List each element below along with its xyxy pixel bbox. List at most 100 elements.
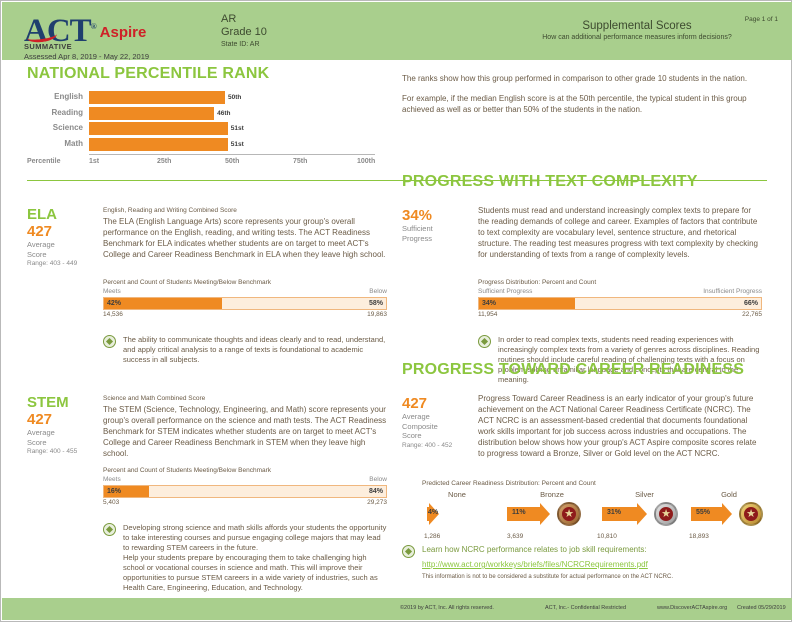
ela-benchmark-caption: Percent and Count of Students Meeting/Be… [103,279,272,286]
stem-meets-label: Meets [103,476,121,483]
insight-diamond-icon [103,335,116,348]
ela-note-text: The ability to communicate thoughts and … [123,335,386,364]
score-panels: ELA 427 Average Score Range: 403 - 449 E… [27,173,769,607]
stem-below-label: Below [369,476,387,483]
axis-title-percentile: Percentile [27,158,61,165]
ela-meets-count: 14,536 [103,311,123,318]
sufficient-progress-percent: 34% [482,300,497,307]
axis-tick-75th: 75th [293,158,308,165]
career-level-percent: 55% [696,509,711,516]
bar-value-reading: 46th [217,109,231,117]
stem-body-text: The STEM (Science, Technology, Engineeri… [103,405,387,458]
page-number: Page 1 of 1 [744,16,778,23]
bronze-medal-icon: ★ [557,502,581,526]
ela-note: The ability to communicate thoughts and … [103,335,387,365]
stem-note: Developing strong science and math skill… [103,523,387,593]
act-wordmark: ACT® [24,13,97,49]
report-title-block: Supplemental Scores How can additional p… [522,20,752,41]
bar-fill-math [89,137,228,151]
career-arrow-bronze [507,503,550,525]
ela-meets-label: Meets [103,288,121,295]
career-level-gold: Gold 55% 18,893 ★ [689,490,769,540]
act-aspire-logo: ACT® Aspire [24,10,146,48]
text-complexity-sub-1: Sufficient [402,224,433,233]
chart-bar-row: Science 51st [53,122,361,135]
career-arrow-gold [691,503,732,525]
career-readiness-title: PROGRESS TOWARD CAREER READINESS [402,361,745,378]
stem-title: STEM [27,394,69,411]
bar-label-math: Math [64,138,83,148]
ela-score: 427 [27,223,53,240]
career-level-percent: 4% [428,509,439,516]
text-complexity-score: 34% [402,207,433,224]
ela-meets-percent: 42% [107,300,122,307]
ncrc-requirements-link[interactable]: http://www.act.org/workkeys/briefs/files… [422,560,648,569]
ncrc-link-heading: Learn how NCRC performance relates to jo… [422,545,647,554]
silver-medal-icon: ★ [654,502,678,526]
ela-meets-fill [104,298,223,309]
bar-label-english: English [54,92,83,101]
career-body-text: Progress Toward Career Readiness is an e… [478,394,757,458]
stem-benchmark-headers: Meets Below [103,476,387,485]
career-level-label: Silver [635,490,654,499]
stem-benchmark: Percent and Count of Students Meeting/Be… [103,467,387,509]
text-complexity-note: In order to read complex texts, students… [478,335,762,385]
stem-benchmark-counts: 5,403 29,273 [103,499,387,509]
text-complexity-note-text: In order to read complex texts, students… [498,335,760,384]
stem-description: Science and Math Combined Score The STEM… [103,395,387,459]
ela-score-range: Range: 403 - 449 [27,260,78,267]
report-footer: ©2019 by ACT, Inc. All rights reserved. … [2,598,792,620]
axis-tick-25th: 25th [157,158,172,165]
ela-kicker: English, Reading and Writing Combined Sc… [103,207,237,214]
ela-score-column: ELA 427 Average Score Range: 403 - 449 [27,207,99,268]
section-divider [27,180,767,181]
career-level-count: 18,893 [689,533,709,540]
state-id: State ID: AR [221,41,260,48]
percentile-bar-chart: English 50th Reading 46th Science [27,91,387,169]
career-level-percent: 11% [512,509,526,516]
career-level-label: None [448,490,466,499]
sufficient-progress-label: Sufficient Progress [478,288,533,295]
text-complexity-score-column: 34% Sufficient Progress [402,207,474,243]
text-complexity-description: Students must read and understand increa… [478,205,762,260]
ela-description: English, Reading and Writing Combined Sc… [103,207,387,260]
insight-diamond-icon [402,545,415,558]
text-complexity-counts: 11,954 22,765 [478,311,762,321]
stem-below-count: 29,273 [367,499,387,506]
assessed-dates: Assessed Apr 8, 2019 - May 22, 2019 [24,52,150,61]
career-level-count: 3,639 [507,533,524,540]
insufficient-progress-label: Insufficient Progress [703,288,762,295]
grade-label: Grade 10 [221,26,267,38]
axis-tick-1st: 1st [89,158,100,165]
summative-label: SUMMATIVE [24,42,73,51]
chart-bar-row: Math 51st [64,137,361,151]
ela-benchmark: Percent and Count of Students Meeting/Be… [103,279,387,321]
ela-below-percent: 58% [368,300,383,307]
insufficient-progress-percent: 66% [743,300,758,307]
footer-copyright: ©2019 by ACT, Inc. All rights reserved. [400,605,494,611]
text-complexity-distribution: Progress Distribution: Percent and Count… [478,279,762,321]
stem-score-range: Range: 400 - 455 [27,448,78,455]
stem-score-column: STEM 427 Average Score Range: 400 - 455 [27,395,99,456]
percentile-plot-area: English 50th Reading 46th Science [51,91,361,153]
career-sub-2: Composite [402,421,438,431]
text-complexity-title: PROGRESS WITH TEXT COMPLEXITY [402,173,698,190]
ela-benchmark-bar: 42% 58% [103,297,387,310]
sufficient-progress-count: 11,954 [478,311,498,318]
gold-medal-icon: ★ [739,502,763,526]
percentile-section-title: NATIONAL PERCENTILE RANK [27,65,270,82]
stem-avg-label-1: Average [27,428,55,437]
footer-created: Created 05/29/2019 [737,605,786,611]
career-level-silver: Silver 31% 10,810 ★ [597,490,692,540]
footer-site: www.DiscoverACTAspire.org [657,605,728,611]
stem-benchmark-bar: 16% 84% [103,485,387,498]
percentile-desc-paragraph-1: The ranks show how this group performed … [402,74,748,83]
career-score-column: 427 Average Composite Score Range: 400 -… [402,395,474,450]
stem-note-text-2: Help your students prepare by encouragin… [123,553,378,592]
career-score-range: Range: 400 - 452 [402,441,453,449]
ncrc-disclaimer: This information is not to be considered… [422,574,674,580]
report-title: Supplemental Scores [582,20,692,32]
stem-avg-label-2: Score [27,437,47,447]
text-complexity-sub-2: Progress [402,233,433,243]
